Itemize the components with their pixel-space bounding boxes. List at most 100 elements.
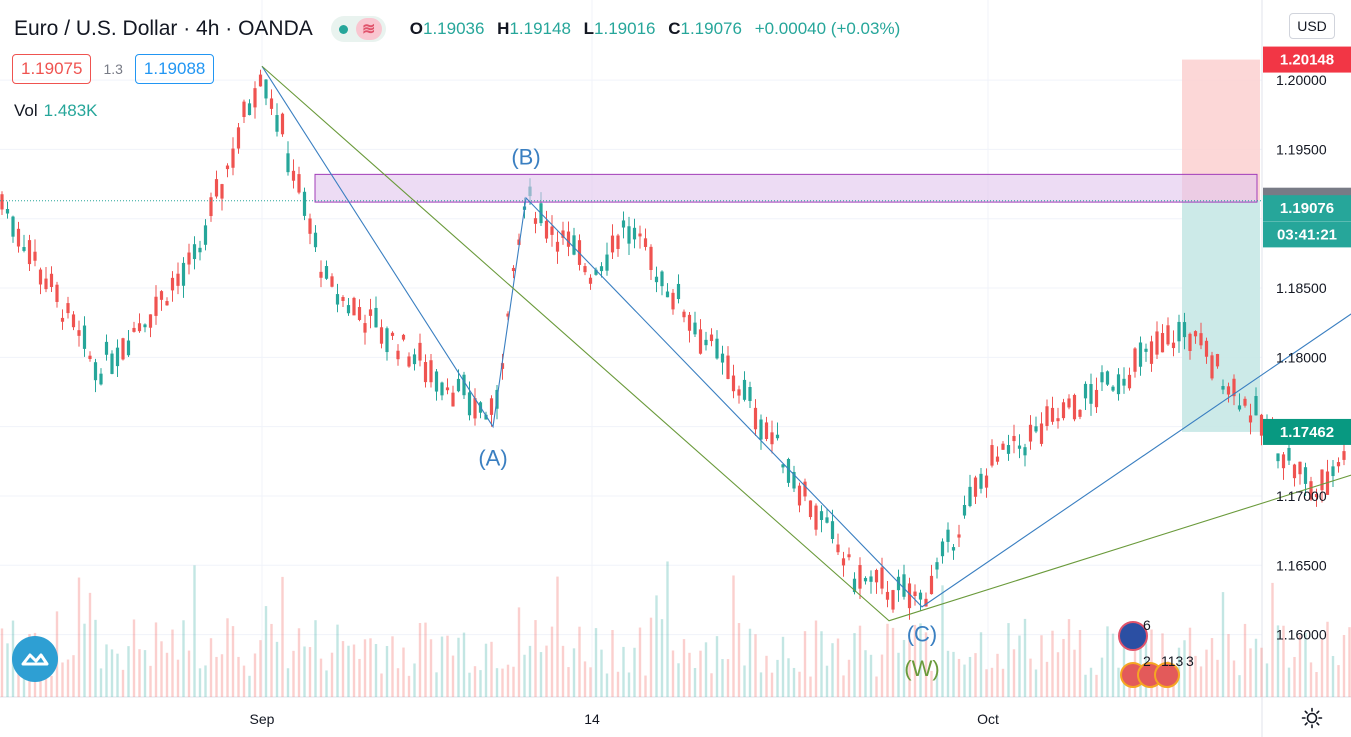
candle-body — [775, 434, 780, 439]
volume-bar — [759, 672, 763, 697]
candle-body — [924, 598, 928, 607]
volume-bar — [1265, 663, 1269, 697]
volume-bar — [314, 620, 317, 697]
candle-body — [1254, 396, 1258, 416]
currency-button[interactable]: USD — [1289, 13, 1335, 39]
event-count: 6 — [1143, 617, 1151, 633]
candle-body — [544, 220, 549, 239]
volume-bar — [1073, 649, 1076, 697]
candle-body — [0, 194, 4, 210]
volume-bar — [699, 650, 702, 697]
volume-bar — [1238, 675, 1241, 697]
volume-bar — [847, 659, 851, 697]
volume-bar — [358, 658, 361, 697]
volume-bar — [913, 624, 917, 697]
volume-bar — [446, 635, 449, 697]
candle-body — [324, 266, 329, 279]
candle-body — [401, 334, 406, 340]
volume-bar — [127, 646, 130, 697]
time-axis: 17Sep14Oct19Nov16Dec — [250, 711, 999, 727]
candle-body — [121, 338, 125, 360]
candle-body — [297, 174, 301, 193]
candle-body — [951, 547, 956, 551]
volume-bar — [710, 673, 713, 697]
candle-body — [995, 456, 1000, 462]
market-status[interactable]: ≋ — [330, 16, 386, 42]
volume-bar — [336, 624, 339, 697]
volume-bar — [946, 650, 950, 697]
volume-bar — [237, 656, 240, 697]
candle-body — [913, 591, 917, 596]
volume-bar — [385, 645, 389, 697]
volume-bar — [242, 665, 246, 697]
candle-body — [423, 362, 428, 383]
volume-bar — [110, 649, 114, 697]
candle-body — [599, 266, 604, 272]
candle-body — [929, 575, 934, 595]
volume-bar — [968, 656, 972, 697]
candle-body — [22, 247, 26, 251]
candle-body — [1320, 469, 1324, 491]
volume-bar — [369, 638, 372, 697]
volume-bar — [138, 649, 141, 697]
volume-bar — [726, 659, 730, 697]
symbol-title[interactable]: Euro / U.S. Dollar · 4h · OANDA — [14, 17, 313, 40]
volume-bar — [1133, 625, 1137, 697]
candle-body — [748, 386, 752, 401]
candle-body — [687, 314, 692, 331]
candle-body — [462, 374, 466, 396]
market-open-icon — [338, 24, 348, 34]
volume-bar — [165, 652, 169, 697]
ohlc-open: O1.19036 — [409, 19, 485, 38]
candle-body — [429, 360, 433, 383]
volume-bar — [671, 650, 675, 697]
volume-bar — [501, 668, 504, 697]
volume-bar — [319, 658, 323, 697]
economic-events: 6 2 113 3 — [1118, 617, 1194, 688]
price-tag — [1263, 46, 1351, 73]
candle-body — [1292, 464, 1297, 479]
tradingview-logo-icon[interactable] — [12, 636, 58, 682]
chart-header: Euro / U.S. Dollar · 4h · OANDA ≋ O1.190… — [14, 14, 908, 44]
candle-body — [731, 375, 736, 392]
candle-body — [863, 577, 868, 582]
volume-bar — [1216, 659, 1219, 697]
candle-body — [132, 327, 136, 332]
candle-body — [968, 486, 972, 507]
wave-label: (W) — [904, 656, 939, 681]
candle-body — [1105, 371, 1110, 385]
candle-body — [594, 269, 598, 275]
y-tick-label: 1.18000 — [1276, 349, 1327, 365]
candle-body — [82, 325, 87, 349]
chart-settings-icon[interactable] — [1300, 706, 1324, 730]
volume-bar — [121, 669, 125, 697]
volume-bar — [396, 668, 400, 697]
volume-bar — [539, 652, 543, 697]
volume-bar — [116, 653, 119, 697]
candle-body — [676, 283, 681, 300]
candle-body — [1336, 462, 1341, 467]
candle-body — [1160, 333, 1165, 353]
price-tag-label: 1.19076 — [1280, 200, 1334, 217]
candle-body — [819, 511, 824, 520]
volume-bar — [484, 643, 488, 697]
buy-button[interactable]: 1.19088 — [134, 54, 215, 84]
candle-body — [143, 324, 147, 328]
volume-bar — [512, 666, 515, 697]
ohlc-values: O1.19036 H1.19148 L1.19016 C1.19076 +0.0… — [410, 19, 909, 39]
candle-body — [115, 347, 120, 367]
volume-bar — [220, 654, 224, 697]
volume-bar — [275, 641, 279, 697]
candle-body — [44, 278, 48, 290]
candle-body — [137, 323, 142, 332]
candle-body — [236, 127, 241, 149]
candle-body — [836, 544, 840, 553]
sell-button[interactable]: 1.19075 — [12, 54, 92, 84]
volume-legend[interactable]: Vol 1.483K — [14, 101, 98, 121]
elliott-wave-icon[interactable]: ≋ — [355, 18, 382, 40]
y-tick-label: 1.18500 — [1276, 280, 1327, 296]
candle-body — [715, 338, 719, 359]
candle-body — [786, 459, 791, 483]
